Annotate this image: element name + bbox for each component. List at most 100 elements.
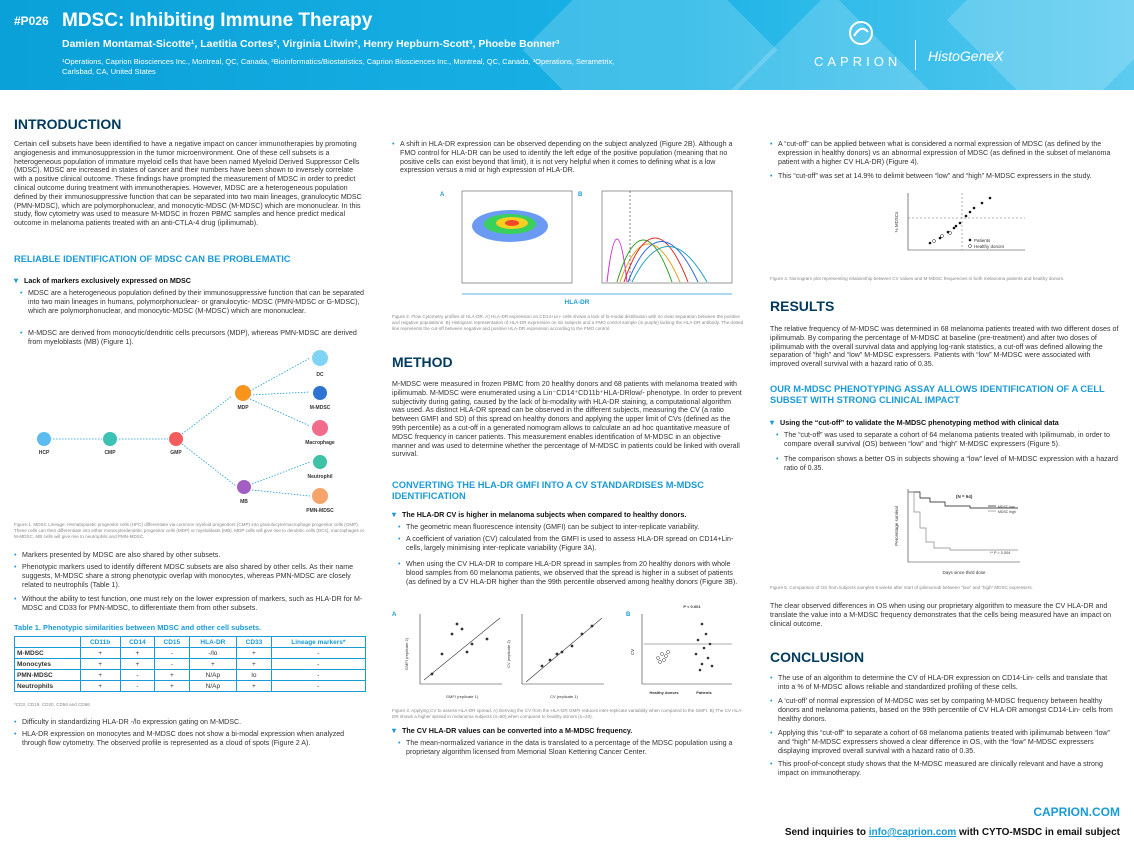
fig4-legend-healthy: Healthy donors (974, 244, 1005, 249)
table-header-cell: HLA-DR (188, 636, 238, 648)
table-cell: Neutrophils (14, 680, 81, 692)
table-cell: + (154, 680, 190, 692)
fig3b-pvalue: P < 0.001 (683, 604, 701, 609)
poster-title: MDSC: Inhibiting Immune Therapy (62, 10, 373, 31)
assay-heading: OUR M-MDSC PHENOTYPING ASSAY ALLOWS IDEN… (770, 384, 1105, 405)
bullet-mmdsc-origin: M-MDSC are derived from monocytic/dendri… (20, 329, 366, 347)
website-link[interactable]: CAPRION.COM (1033, 805, 1120, 819)
table-1-title: Table 1. Phenotypic similarities between… (14, 623, 262, 632)
caprion-logo-icon (849, 21, 873, 45)
table-row: PMN-MDSC + - + N/Ap lo - (14, 669, 367, 681)
table-header-cell: CD11b (79, 636, 121, 648)
figure-4-caption: Figure 4. Nomogram plot representing rel… (770, 276, 1065, 281)
figure-1-caption: Figure 1. MDSC Lineage. Hematopoietic pr… (14, 522, 365, 539)
table-cell: Monocytes (14, 658, 81, 670)
conclusion-bullet-4: This proof-of-concept study shows that t… (770, 760, 1120, 778)
node-label-mdp: MDP (237, 405, 249, 411)
node-label-pmnmdsc: PMN-MDSC (306, 508, 334, 514)
bullet-cutoff: A “cut-off” can be applied between what … (770, 140, 1120, 166)
figure-5-caption: Figure 5. Comparison of OS from subjects… (770, 585, 1033, 590)
logos: CAPRION HistoGeneX (812, 18, 1032, 73)
fig2-label-a: A (440, 192, 445, 198)
table-cell: + (119, 658, 156, 670)
table-1-footnote: *CD3, CD19, CD20, CD56 and CD66 (14, 702, 90, 707)
bullet-cv: A coefficient of variation (CV) calculat… (398, 535, 744, 553)
fig2-x-axis-label: HLA-DR (565, 299, 590, 306)
table-cell: N/Ap (188, 680, 238, 692)
logo-divider (915, 40, 916, 70)
table-header-cell: CD33 (236, 636, 272, 648)
bullet-better-os: The comparison shows a better OS in subj… (776, 455, 1120, 473)
table-cell: - (154, 658, 190, 670)
fig3a-x-label: GMFI (replicate 1) (446, 694, 479, 699)
bullet-function: Without the ability to test function, on… (14, 595, 366, 613)
markers-subheading: Lack of markers exclusively expressed on… (14, 276, 191, 285)
results-text: The relative frequency of M-MDSC was det… (770, 325, 1119, 369)
fig4-y-label: % MDSCs (894, 211, 899, 233)
table-cell: + (236, 647, 272, 659)
table-cell: N/Ap (188, 669, 238, 681)
intro-heading: INTRODUCTION (14, 116, 122, 132)
fig5-y-label: Percentage survival (894, 506, 899, 546)
table-cell: lo (236, 669, 272, 681)
results-heading: RESULTS (770, 298, 835, 314)
node-label-mb: MB (240, 499, 248, 505)
table-cell: - (270, 647, 367, 659)
fig5-legend-high: MDSC high (998, 510, 1016, 514)
fig5-legend-low: MDSC low (998, 505, 1015, 509)
fig3a2-y-label: CV (replicate 2) (506, 639, 511, 667)
conclusion-bullet-2: A ‘cut-off’ of normal expression of M-MD… (770, 697, 1120, 723)
fig3a2-x-label: CV (replicate 1) (550, 694, 578, 699)
table-header-cell (14, 636, 81, 648)
figure-3: A B GMFI (replicate 2) GMFI (replicate 1… (392, 604, 732, 699)
fig3-label-b: B (626, 612, 631, 618)
method-text: M-MDSC were measured in frozen PBMC from… (392, 380, 742, 459)
table-header-cell: CD15 (154, 636, 190, 648)
table-cell: + (154, 669, 190, 681)
conclusion-bullet-1: The use of an algorithm to determine the… (770, 674, 1120, 692)
fig5-n: (N = 64) (956, 494, 973, 499)
inquiry-line: Send inquiries to info@caprion.com with … (770, 827, 1120, 838)
table-cell: + (79, 658, 121, 670)
table-cell: - (119, 680, 156, 692)
node-label-gmp: GMP (170, 450, 182, 456)
table-header-cell: CD14 (119, 636, 156, 648)
table-cell: -/lo (188, 647, 238, 659)
authors: Damien Montamat-Sicotte¹, Laetitia Corte… (62, 38, 560, 50)
fig4-legend-patients: Patients (974, 238, 991, 243)
figure-2-caption: Figure 2. Flow Cytometry profiles of HLA… (392, 314, 744, 331)
table-cell: - (119, 669, 156, 681)
node-label-mmdsc: M-MDSC (310, 405, 331, 411)
caprion-logo: CAPRION (814, 54, 902, 69)
table-cell: M-MDSC (14, 647, 81, 659)
validate-subheading: Using the “cut-off” to validate the M-MD… (770, 418, 1059, 427)
bullet-gmfi: The geometric mean fluorescence intensit… (398, 523, 744, 532)
affiliations: ¹Operations, Caprion Biosciences Inc., M… (62, 57, 615, 76)
conclusion-bullet-3: Applying this “cut-off” to separate a co… (770, 729, 1120, 755)
bullet-cutoff-value: This “cut-off” was set at 14.9% to delim… (770, 172, 1120, 181)
email-link[interactable]: info@caprion.com (868, 827, 957, 838)
table-1: CD11b CD14 CD15 HLA-DR CD33 Lineage markers* M… (14, 636, 367, 692)
table-cell: + (79, 647, 121, 659)
inquiry-suffix: with CYTO-MSDC in email subject (956, 827, 1120, 838)
fig3b-x-healthy: Healthy donors (649, 690, 679, 695)
node-label-hcp: HCP (39, 450, 50, 456)
fig2-label-b: B (578, 192, 583, 198)
table-row: M-MDSC + + - -/lo + - (14, 647, 367, 659)
figure-1-lineage: HCP CMP GMP MDP MB DC M-MDSC Macrophage … (37, 350, 335, 514)
bullet-hla-dr-cloud: HLA-DR expression on monocytes and M-MDS… (14, 730, 366, 748)
node-label-cmp: CMP (104, 450, 116, 456)
table-cell: - (270, 680, 367, 692)
bullet-mdsc-lineages: MDSC are a heterogeneous population defi… (20, 289, 366, 315)
results-text-2: The clear observed differences in OS whe… (770, 602, 1112, 628)
figure-4: % MDSCs Patients Healthy donors (894, 193, 1025, 251)
footer: CAPRION.COM Send inquiries to info@capri… (770, 805, 1120, 838)
bullet-difficulty: Difficulty in standardizing HLA-DR -/lo … (14, 718, 366, 727)
table-cell: - (270, 658, 367, 670)
poster-header: #P026 MDSC: Inhibiting Immune Therapy Da… (0, 0, 1134, 90)
table-row: Neutrophils + - + N/Ap + - (14, 680, 367, 692)
table-header-cell: Lineage markers* (270, 636, 367, 648)
histogenex-logo: HistoGeneX (928, 48, 1004, 64)
conclusion-heading: CONCLUSION (770, 649, 865, 665)
table-row: Monocytes + + - + + - (14, 658, 367, 670)
